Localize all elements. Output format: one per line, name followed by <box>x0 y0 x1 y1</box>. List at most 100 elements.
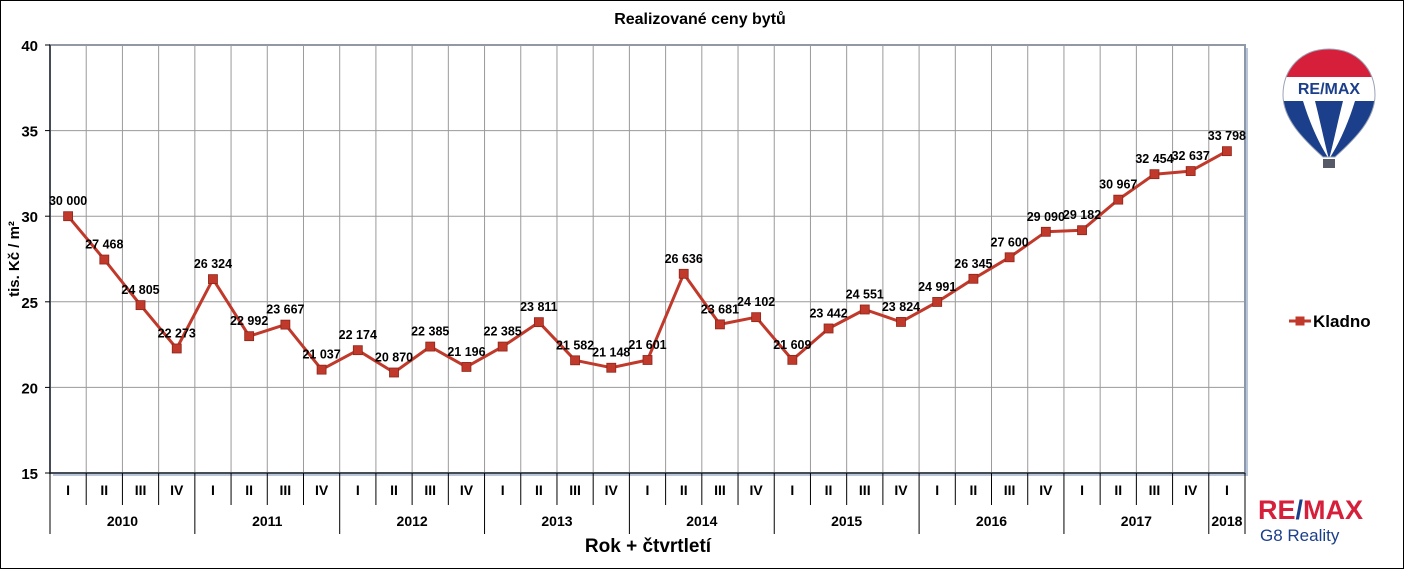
quarter-label: III <box>135 482 147 498</box>
data-point <box>751 312 762 323</box>
data-point <box>823 323 834 334</box>
data-point <box>280 319 291 330</box>
year-label: 2016 <box>976 513 1007 529</box>
data-label: 32 637 <box>1172 149 1210 163</box>
data-point <box>135 300 146 311</box>
y-tick-label: 35 <box>21 124 38 141</box>
data-point <box>63 211 74 222</box>
logo-slash: / <box>1295 495 1304 525</box>
quarter-label: I <box>501 482 505 498</box>
data-label: 29 090 <box>1027 210 1065 224</box>
balloon-logo-text: RE/MAX <box>1298 81 1361 98</box>
data-point <box>425 341 436 352</box>
data-label: 21 148 <box>592 346 630 360</box>
data-label: 22 992 <box>230 314 268 328</box>
quarter-label: II <box>390 482 398 498</box>
quarter-label: IV <box>315 482 329 498</box>
quarter-label: I <box>1225 482 1229 498</box>
quarter-label: III <box>569 482 581 498</box>
data-label: 26 345 <box>954 257 992 271</box>
data-point <box>1149 169 1160 180</box>
quarter-label: I <box>646 482 650 498</box>
year-label: 2018 <box>1211 513 1242 529</box>
data-point <box>389 367 399 378</box>
data-point <box>208 274 218 285</box>
quarter-label: II <box>1114 482 1122 498</box>
data-point <box>1040 226 1051 237</box>
data-point <box>859 304 870 315</box>
quarter-label: IV <box>750 482 764 498</box>
plot-area <box>49 44 1246 474</box>
data-point <box>968 273 979 284</box>
data-point <box>533 317 544 328</box>
y-axis-title: tis. Kč / m² <box>6 221 23 297</box>
chart-title: Realizované ceny bytů <box>614 11 786 28</box>
data-label: 33 798 <box>1208 129 1246 143</box>
data-label: 26 324 <box>194 257 232 271</box>
quarter-label: III <box>280 482 292 498</box>
data-point <box>606 362 617 373</box>
data-point <box>497 341 508 352</box>
y-tick-label: 40 <box>21 38 38 55</box>
year-label: 2010 <box>107 513 138 529</box>
data-label: 20 870 <box>375 351 413 365</box>
legend: Kladno <box>1289 312 1371 331</box>
logo-subtitle: G8 Reality <box>1260 526 1340 545</box>
quarter-label: III <box>1149 482 1161 498</box>
logo-re: RE <box>1258 495 1296 525</box>
data-point <box>570 355 580 366</box>
legend-marker <box>1295 316 1305 326</box>
data-point <box>1004 252 1015 263</box>
logo-max: MAX <box>1303 495 1364 525</box>
quarter-label: III <box>424 482 436 498</box>
data-label: 26 636 <box>665 252 703 266</box>
quarter-label: I <box>935 482 939 498</box>
remax-balloon-logo: RE/MAX <box>1281 47 1377 171</box>
quarter-label: II <box>970 482 978 498</box>
year-label: 2012 <box>397 513 428 529</box>
remax-g8-logo: RE/MAX G8 Reality <box>1258 496 1398 556</box>
remax-wordmark: RE/MAX <box>1258 496 1398 524</box>
y-tick-label: 25 <box>21 295 38 312</box>
data-point <box>1185 166 1196 176</box>
data-label: 21 037 <box>302 348 340 362</box>
data-point <box>787 354 798 365</box>
y-tick-label: 15 <box>21 466 38 483</box>
quarter-label: III <box>714 482 726 498</box>
quarter-label: IV <box>170 482 184 498</box>
gridlines <box>50 44 1245 474</box>
quarter-label: I <box>790 482 794 498</box>
year-label: 2014 <box>686 513 717 529</box>
data-label: 21 609 <box>773 338 811 352</box>
data-point <box>1113 194 1124 205</box>
data-label: 30 967 <box>1099 178 1137 192</box>
quarter-label: IV <box>894 482 908 498</box>
quarter-label: I <box>356 482 360 498</box>
data-point <box>244 331 255 342</box>
data-label: 22 385 <box>484 325 522 339</box>
data-point <box>715 319 725 330</box>
data-label: 27 600 <box>991 235 1029 249</box>
year-label: 2011 <box>252 513 283 529</box>
quarter-label: III <box>859 482 871 498</box>
quarter-label: II <box>245 482 253 498</box>
data-label: 29 182 <box>1063 208 1101 222</box>
y-tick-label: 20 <box>21 380 38 397</box>
data-point <box>352 345 363 356</box>
data-label: 24 991 <box>918 280 956 294</box>
data-point <box>1077 225 1087 236</box>
data-label: 23 681 <box>701 302 739 316</box>
year-label: 2017 <box>1121 513 1152 529</box>
data-point <box>1221 146 1232 157</box>
data-label: 21 196 <box>447 345 485 359</box>
data-point <box>171 343 182 354</box>
legend-label: Kladno <box>1313 312 1371 331</box>
quarter-label: IV <box>1184 482 1198 498</box>
quarter-label: II <box>535 482 543 498</box>
data-label: 21 601 <box>628 338 666 352</box>
data-label: 27 468 <box>85 238 123 252</box>
year-label: 2013 <box>541 513 572 529</box>
data-label: 23 824 <box>882 300 920 314</box>
x-category-axis: I II III IV I II III IV I II III IV I II III IV I II III IV… <box>49 472 1246 534</box>
